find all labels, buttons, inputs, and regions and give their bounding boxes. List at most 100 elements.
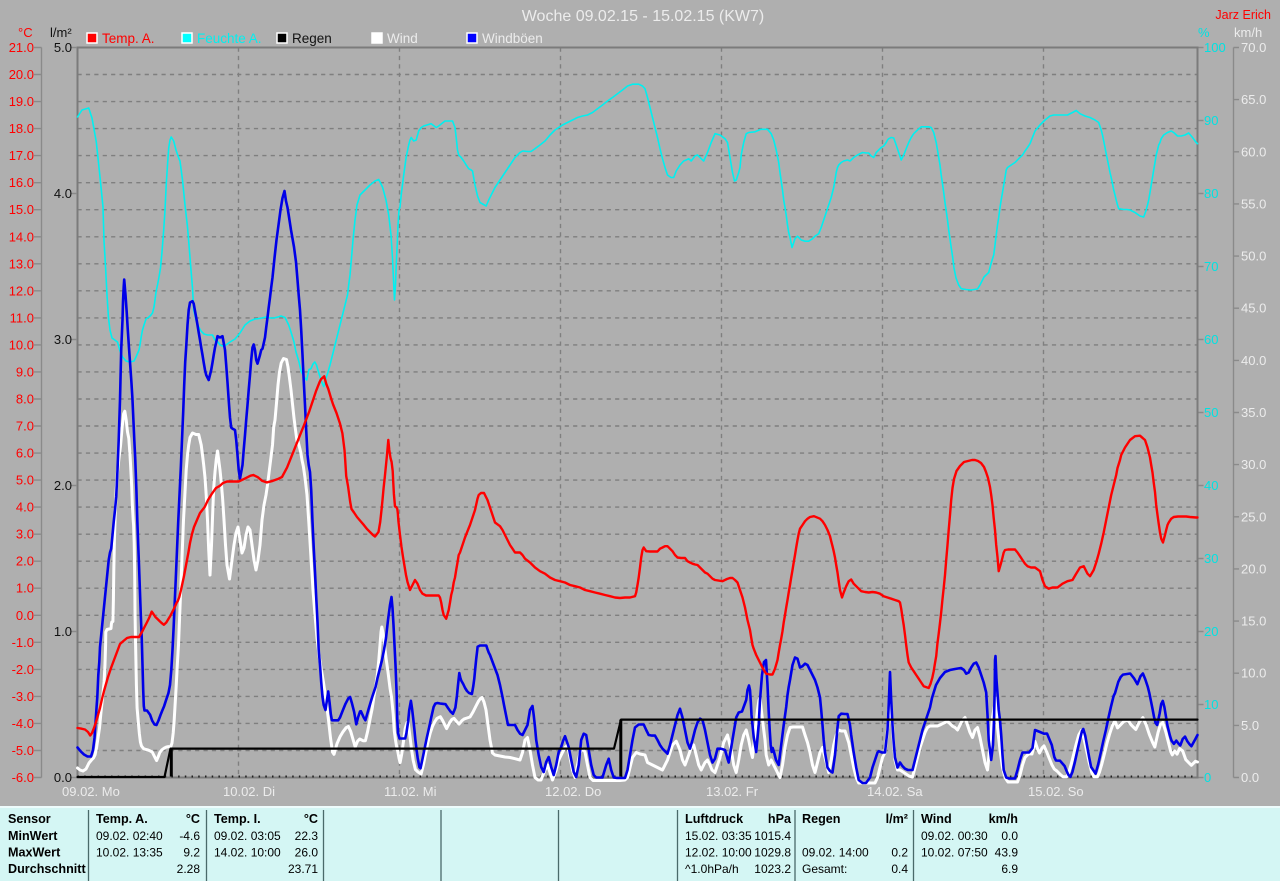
svg-text:10.02. 07:50: 10.02. 07:50: [921, 846, 988, 860]
svg-text:0.0: 0.0: [1241, 770, 1259, 785]
svg-text:^1.0hPa/h: ^1.0hPa/h: [685, 862, 739, 876]
svg-text:Feuchte A.: Feuchte A.: [197, 31, 262, 46]
svg-text:4.0: 4.0: [16, 500, 34, 515]
svg-text:16.0: 16.0: [9, 175, 34, 190]
svg-text:0.2: 0.2: [891, 846, 908, 860]
svg-text:20: 20: [1204, 624, 1218, 639]
svg-text:°C: °C: [186, 812, 200, 826]
svg-text:15.0: 15.0: [1241, 614, 1266, 629]
svg-text:10.02. 13:35: 10.02. 13:35: [96, 846, 163, 860]
svg-text:Luftdruck: Luftdruck: [685, 812, 744, 826]
svg-text:0.4: 0.4: [891, 862, 908, 876]
svg-text:Gesamt:: Gesamt:: [802, 862, 847, 876]
svg-text:14.02. 10:00: 14.02. 10:00: [214, 846, 281, 860]
svg-text:5.0: 5.0: [1241, 718, 1259, 733]
svg-text:°C: °C: [304, 812, 318, 826]
svg-text:30: 30: [1204, 551, 1218, 566]
svg-text:12.0: 12.0: [9, 283, 34, 298]
svg-text:40: 40: [1204, 478, 1218, 493]
svg-text:%: %: [1198, 25, 1210, 40]
svg-text:0.0: 0.0: [16, 608, 34, 623]
svg-text:11.0: 11.0: [10, 310, 34, 325]
svg-text:09.02. Mo: 09.02. Mo: [62, 784, 120, 799]
svg-text:12.02. 10:00: 12.02. 10:00: [685, 846, 752, 860]
svg-text:Jarz Erich: Jarz Erich: [1215, 8, 1271, 22]
svg-text:13.02. Fr: 13.02. Fr: [706, 784, 759, 799]
svg-text:14.02. Sa: 14.02. Sa: [867, 784, 923, 799]
svg-text:0.0: 0.0: [1001, 829, 1018, 843]
svg-text:10.0: 10.0: [9, 337, 34, 352]
svg-text:3.0: 3.0: [16, 527, 34, 542]
svg-text:5.0: 5.0: [54, 40, 72, 55]
svg-text:2.0: 2.0: [16, 554, 34, 569]
svg-text:2.28: 2.28: [177, 862, 201, 876]
svg-text:9.2: 9.2: [183, 846, 200, 860]
svg-text:20.0: 20.0: [9, 67, 34, 82]
svg-text:80: 80: [1204, 186, 1218, 201]
svg-text:Temp. I.: Temp. I.: [214, 812, 261, 826]
svg-text:-4.6: -4.6: [179, 829, 200, 843]
svg-text:09.02. 14:00: 09.02. 14:00: [802, 846, 869, 860]
svg-text:-2.0: -2.0: [12, 662, 34, 677]
svg-text:70: 70: [1204, 259, 1218, 274]
svg-text:1.0: 1.0: [54, 624, 72, 639]
svg-text:Sensor: Sensor: [8, 812, 51, 826]
svg-text:40.0: 40.0: [1241, 353, 1266, 368]
svg-text:09.02. 03:05: 09.02. 03:05: [214, 829, 281, 843]
svg-text:4.0: 4.0: [54, 186, 72, 201]
svg-text:6.0: 6.0: [16, 446, 34, 461]
svg-text:9.0: 9.0: [16, 364, 34, 379]
svg-text:09.02. 00:30: 09.02. 00:30: [921, 829, 988, 843]
svg-text:-5.0: -5.0: [12, 743, 34, 758]
svg-text:50: 50: [1204, 405, 1218, 420]
svg-text:15.02. 03:35: 15.02. 03:35: [685, 829, 752, 843]
svg-text:Durchschnitt: Durchschnitt: [8, 862, 86, 876]
svg-text:km/h: km/h: [989, 812, 1018, 826]
svg-text:15.02. So: 15.02. So: [1028, 784, 1084, 799]
svg-text:Temp. A.: Temp. A.: [102, 31, 155, 46]
svg-text:1023.2: 1023.2: [754, 862, 791, 876]
svg-text:15.0: 15.0: [9, 202, 34, 217]
svg-text:1.0: 1.0: [16, 581, 34, 596]
svg-text:8.0: 8.0: [16, 392, 34, 407]
svg-text:MinWert: MinWert: [8, 829, 58, 843]
svg-text:3.0: 3.0: [54, 332, 72, 347]
svg-text:Woche 09.02.15 - 15.02.15 (KW7: Woche 09.02.15 - 15.02.15 (KW7): [522, 8, 765, 25]
svg-text:10.02. Di: 10.02. Di: [223, 784, 275, 799]
svg-text:Regen: Regen: [292, 31, 332, 46]
svg-text:55.0: 55.0: [1241, 196, 1266, 211]
svg-text:35.0: 35.0: [1241, 405, 1266, 420]
svg-text:7.0: 7.0: [16, 419, 34, 434]
svg-text:l/m²: l/m²: [50, 25, 72, 40]
svg-text:km/h: km/h: [1234, 25, 1262, 40]
svg-text:-3.0: -3.0: [12, 689, 34, 704]
svg-text:60.0: 60.0: [1241, 144, 1266, 159]
svg-text:26.0: 26.0: [295, 846, 319, 860]
svg-text:90: 90: [1204, 113, 1218, 128]
svg-text:30.0: 30.0: [1241, 457, 1266, 472]
svg-text:60: 60: [1204, 332, 1218, 347]
svg-text:09.02. 02:40: 09.02. 02:40: [96, 829, 163, 843]
svg-text:-4.0: -4.0: [12, 716, 34, 731]
svg-text:45.0: 45.0: [1241, 301, 1266, 316]
svg-text:70.0: 70.0: [1241, 40, 1266, 55]
svg-text:1029.8: 1029.8: [754, 846, 791, 860]
svg-text:12.02. Do: 12.02. Do: [545, 784, 601, 799]
svg-text:Wind: Wind: [921, 812, 952, 826]
svg-text:0: 0: [1204, 770, 1211, 785]
svg-text:19.0: 19.0: [9, 94, 34, 109]
svg-text:-6.0: -6.0: [12, 770, 34, 785]
svg-text:50.0: 50.0: [1241, 249, 1266, 264]
svg-text:43.9: 43.9: [995, 846, 1019, 860]
svg-text:13.0: 13.0: [9, 256, 34, 271]
svg-text:11.02. Mi: 11.02. Mi: [384, 784, 437, 799]
svg-text:20.0: 20.0: [1241, 561, 1266, 576]
svg-text:25.0: 25.0: [1241, 509, 1266, 524]
svg-text:0.0: 0.0: [54, 770, 72, 785]
svg-text:100: 100: [1204, 40, 1226, 55]
svg-text:5.0: 5.0: [16, 473, 34, 488]
svg-text:Wind: Wind: [387, 31, 418, 46]
svg-text:hPa: hPa: [768, 812, 792, 826]
svg-text:22.3: 22.3: [295, 829, 319, 843]
svg-text:2.0: 2.0: [54, 478, 72, 493]
